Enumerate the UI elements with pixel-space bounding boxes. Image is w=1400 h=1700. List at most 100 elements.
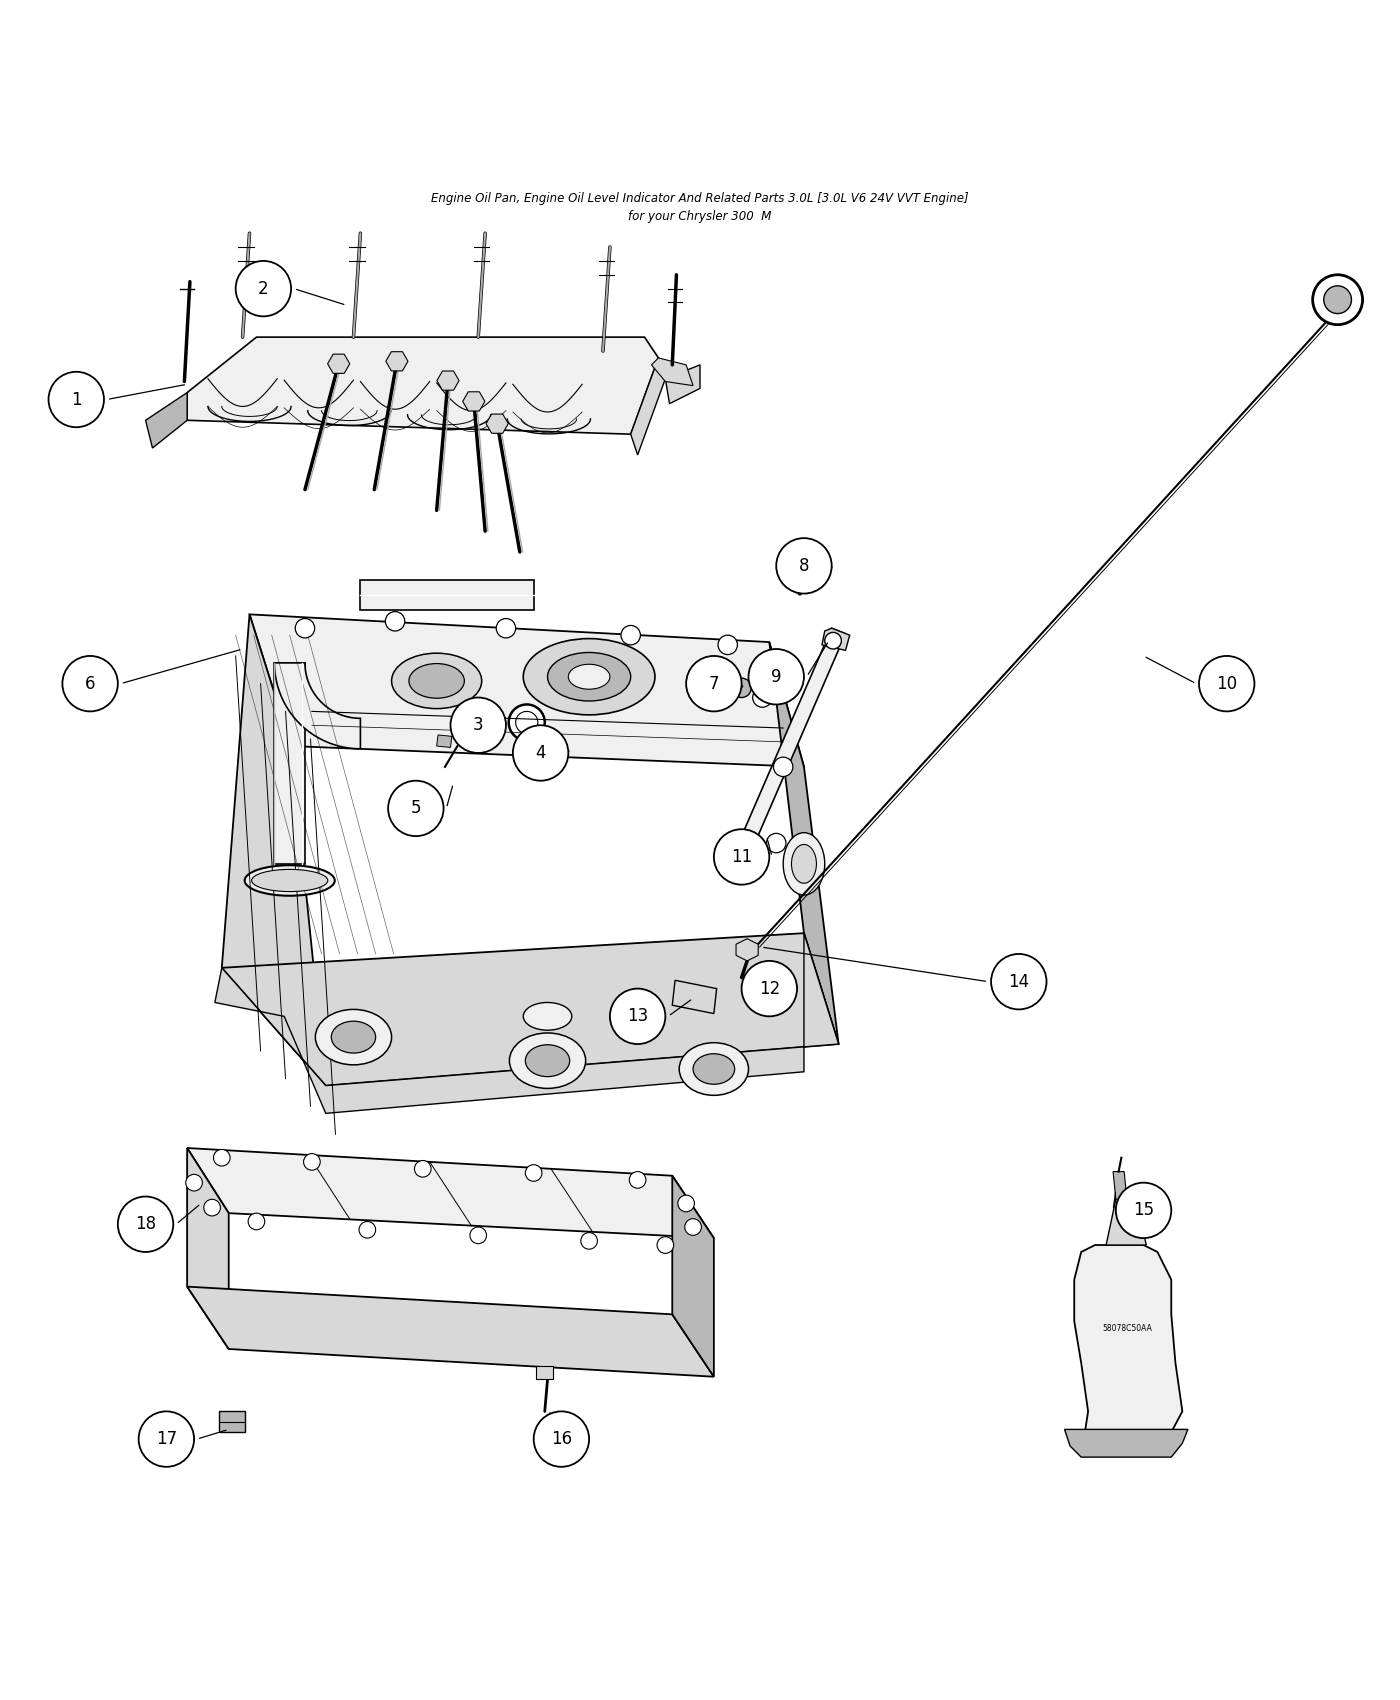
Text: 9: 9 [771,668,781,685]
Ellipse shape [510,1034,585,1088]
Polygon shape [630,359,665,456]
Circle shape [753,688,771,707]
Circle shape [385,612,405,631]
Polygon shape [188,337,658,434]
Ellipse shape [693,1054,735,1085]
Text: 1: 1 [71,391,81,408]
Polygon shape [188,1287,714,1377]
Polygon shape [218,1411,245,1431]
Circle shape [1313,275,1362,325]
Polygon shape [536,1365,553,1379]
Circle shape [750,966,774,989]
Text: 58078C50AA: 58078C50AA [1102,1324,1152,1333]
Circle shape [732,678,752,697]
Text: 15: 15 [1133,1202,1154,1219]
Circle shape [533,1411,589,1467]
Circle shape [773,756,792,777]
Text: Engine Oil Pan, Engine Oil Level Indicator And Related Parts 3.0L [3.0L V6 24V V: Engine Oil Pan, Engine Oil Level Indicat… [431,192,969,204]
Polygon shape [221,614,326,1086]
Circle shape [118,1197,174,1251]
Polygon shape [1074,1244,1183,1431]
Polygon shape [1113,1171,1127,1198]
Polygon shape [822,629,850,651]
Text: for your Chrysler 300  M: for your Chrysler 300 M [629,209,771,223]
Circle shape [525,1164,542,1181]
Polygon shape [274,663,305,864]
Polygon shape [437,371,459,391]
Circle shape [213,1149,230,1166]
Circle shape [825,632,841,649]
Text: 6: 6 [85,675,95,692]
Polygon shape [437,734,452,748]
Polygon shape [328,354,350,374]
Text: 12: 12 [759,979,780,998]
Circle shape [304,1154,321,1170]
Circle shape [657,1236,673,1253]
Circle shape [767,833,785,853]
Ellipse shape [332,1022,375,1052]
Circle shape [991,954,1047,1010]
Polygon shape [742,629,846,842]
Circle shape [757,972,769,983]
Text: 13: 13 [627,1008,648,1025]
Polygon shape [146,393,188,449]
Polygon shape [736,938,759,960]
Ellipse shape [409,663,465,699]
Circle shape [414,1161,431,1176]
Ellipse shape [392,653,482,709]
Circle shape [714,830,770,884]
Circle shape [204,1198,220,1216]
Ellipse shape [525,1046,570,1076]
Ellipse shape [252,869,328,891]
Circle shape [610,989,665,1044]
Polygon shape [463,391,484,411]
Text: 5: 5 [410,799,421,818]
Circle shape [388,780,444,836]
Polygon shape [486,415,508,434]
Circle shape [686,656,742,711]
Polygon shape [770,643,839,1044]
Circle shape [581,1232,598,1250]
Circle shape [1324,286,1351,313]
Text: 4: 4 [535,745,546,762]
Circle shape [186,1175,203,1192]
Polygon shape [651,359,693,386]
Circle shape [622,626,640,644]
Circle shape [685,1219,701,1236]
Circle shape [1198,656,1254,711]
Polygon shape [672,1176,714,1377]
Circle shape [512,726,568,780]
Circle shape [1116,1183,1172,1238]
Circle shape [496,619,515,638]
Polygon shape [249,614,804,767]
Polygon shape [221,933,839,1086]
Polygon shape [672,981,717,1013]
Text: 10: 10 [1217,675,1238,692]
Circle shape [630,1171,645,1188]
Polygon shape [188,1148,228,1350]
Polygon shape [214,933,839,1114]
Text: 3: 3 [473,716,483,734]
Circle shape [470,1227,487,1244]
Text: 11: 11 [731,848,752,865]
Circle shape [139,1411,195,1467]
Circle shape [749,649,804,704]
Ellipse shape [783,833,825,894]
Polygon shape [1106,1198,1147,1244]
Circle shape [742,960,797,1017]
Polygon shape [188,1148,714,1238]
Text: 14: 14 [1008,972,1029,991]
Circle shape [508,704,545,741]
Circle shape [776,539,832,593]
Text: 8: 8 [799,558,809,575]
Polygon shape [274,663,360,748]
Circle shape [63,656,118,711]
Text: 7: 7 [708,675,720,692]
Text: 18: 18 [134,1216,157,1232]
Ellipse shape [524,639,655,716]
Circle shape [295,619,315,638]
Ellipse shape [315,1010,392,1064]
Circle shape [49,372,104,427]
Ellipse shape [568,665,610,689]
Circle shape [451,697,505,753]
